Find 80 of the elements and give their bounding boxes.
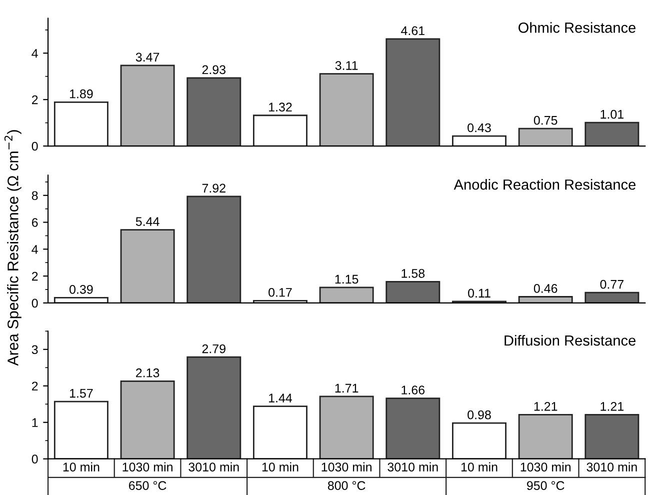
data-label: 5.44 <box>136 217 160 226</box>
y-axis-title: Area Specific Resistance (Ω cm$^{−2}$) <box>4 130 22 366</box>
data-label: 2.79 <box>202 344 226 354</box>
bar <box>54 297 108 303</box>
data-label: 1.21 <box>600 402 624 411</box>
bar <box>120 229 175 303</box>
data-label: 0.77 <box>600 280 624 289</box>
bar <box>584 414 640 459</box>
bar <box>518 414 573 459</box>
y-tick-label: 1 <box>32 418 38 427</box>
y-tick-label: 0 <box>32 142 38 151</box>
bar <box>319 73 374 146</box>
data-label: 4.61 <box>401 26 424 36</box>
data-label: 0.75 <box>534 116 558 125</box>
y-tick-label: 3 <box>32 345 38 354</box>
y-tick-label: 6 <box>32 218 38 227</box>
y-tick-label: 0 <box>32 298 38 308</box>
bar <box>584 122 640 146</box>
y-tick-label: 4 <box>32 245 38 254</box>
x-tick-label: 3010 min <box>388 462 438 472</box>
data-label: 0.17 <box>268 288 292 297</box>
chart-title: Diffusion Resistance <box>504 334 636 346</box>
data-label: 2.93 <box>202 65 226 74</box>
chart-title: Ohmic Resistance <box>518 22 636 33</box>
data-label: 1.44 <box>269 394 292 402</box>
bar <box>584 292 640 303</box>
bar <box>452 135 506 146</box>
x-tick-label: 1030 min <box>520 462 570 472</box>
data-label: 1.66 <box>402 386 425 394</box>
y-tick-label: 2 <box>32 382 38 390</box>
y-tick-label: 4 <box>32 49 38 58</box>
bar <box>54 400 108 459</box>
x-tick-label: 10 min <box>461 462 498 472</box>
data-label: 2.13 <box>136 368 160 378</box>
data-label: 1.58 <box>402 268 425 278</box>
bar <box>54 101 108 146</box>
x-tick-label: 1030 min <box>122 462 172 472</box>
data-label: 1.32 <box>269 102 292 112</box>
data-label: 3.11 <box>335 61 358 70</box>
x-tick-label: 1030 min <box>322 462 372 472</box>
bar <box>120 64 175 146</box>
y-tick-label: 0 <box>32 454 38 464</box>
data-label: 1.01 <box>600 110 624 119</box>
bar <box>186 196 242 303</box>
y-tick-label: 8 <box>32 191 38 200</box>
y-tick-label: 2 <box>32 95 38 104</box>
data-label: 1.57 <box>70 388 93 398</box>
data-label: 1.89 <box>70 89 93 98</box>
bar <box>252 114 308 146</box>
data-label: 1.71 <box>335 384 358 392</box>
data-label: 3.47 <box>136 52 160 62</box>
data-label: 1.21 <box>534 402 558 411</box>
data-label: 0.43 <box>468 123 491 132</box>
bar <box>319 396 374 459</box>
data-label: 0.46 <box>534 284 558 293</box>
x-tick-label: 10 min <box>262 462 298 472</box>
x-tick-label: 3010 min <box>586 462 637 472</box>
x-tick-label: 10 min <box>63 462 100 472</box>
bar <box>386 281 440 303</box>
bar <box>452 422 506 459</box>
chart-title: Anodic Reaction Resistance <box>454 179 636 190</box>
data-label: 1.15 <box>335 274 358 284</box>
bar <box>386 38 440 146</box>
bar <box>319 286 374 303</box>
bar <box>186 356 242 459</box>
text: 950 °C <box>527 481 564 490</box>
data-label: 0.39 <box>70 284 93 294</box>
x-tick-label: 3010 min <box>188 462 239 472</box>
bar <box>186 77 242 146</box>
bar <box>120 380 175 459</box>
bar <box>386 398 440 459</box>
data-label: 0.98 <box>468 410 491 420</box>
text: 650 °C <box>129 481 166 490</box>
data-label: 7.92 <box>202 184 226 193</box>
y-tick-label: 2 <box>32 272 38 281</box>
bar <box>252 406 308 459</box>
bar <box>518 128 573 146</box>
bar <box>518 296 573 303</box>
text: 800 °C <box>328 481 366 490</box>
data-label: 0.11 <box>468 288 490 298</box>
